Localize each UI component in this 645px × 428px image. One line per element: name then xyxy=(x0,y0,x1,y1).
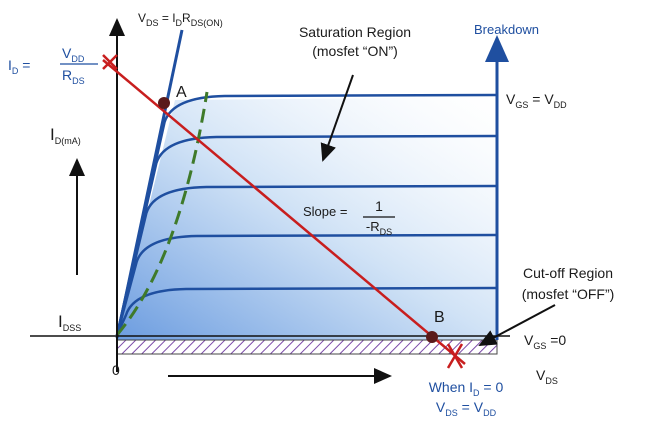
point-a xyxy=(158,97,170,109)
id-num: VDD xyxy=(62,45,85,64)
when-2: VDS = VDD xyxy=(436,399,497,418)
label-part: -R xyxy=(366,219,380,234)
label-part: R xyxy=(62,67,72,83)
label-part: V xyxy=(436,399,446,415)
label-part: V xyxy=(138,11,146,25)
label-part: DS xyxy=(380,227,393,237)
label-part: Saturation Region xyxy=(299,24,411,40)
region-fill xyxy=(117,97,497,340)
label-part: DD xyxy=(483,408,496,418)
label-part: DS(ON) xyxy=(191,18,223,28)
cross xyxy=(446,343,464,369)
label-part: Breakdown xyxy=(474,22,539,37)
label-part: GS xyxy=(533,341,546,351)
vgs-zero: VGS =0 xyxy=(524,332,566,351)
label-part: DSS xyxy=(63,323,82,333)
cross xyxy=(102,54,118,70)
label-part: V xyxy=(524,332,534,348)
label-part: A xyxy=(176,84,187,101)
label-part: Cut-off Region xyxy=(523,265,613,281)
characteristic-curve xyxy=(115,93,498,336)
load-line xyxy=(102,59,466,365)
label-part: DS xyxy=(146,18,159,28)
label-part: D(mA) xyxy=(55,136,81,146)
slope-den: -RDS xyxy=(366,219,392,237)
label-part: I xyxy=(50,125,55,144)
label-part: =0 xyxy=(546,332,566,348)
origin: 0 xyxy=(112,362,120,378)
characteristic-curve xyxy=(115,233,498,336)
label-part: DD xyxy=(554,100,567,110)
label-part: V xyxy=(506,91,516,107)
label-part: B xyxy=(434,309,445,326)
cutoff-arrow xyxy=(478,304,556,346)
id-left: ID = xyxy=(8,57,30,76)
label-part: = 0 xyxy=(480,379,504,395)
vgs-vdd: VGS = VDD xyxy=(506,91,567,110)
label-part: D xyxy=(12,66,19,76)
y-axis: ID(mA) xyxy=(50,125,81,146)
x-axis: VDS xyxy=(536,367,558,386)
label-part: When I xyxy=(429,379,473,395)
cutoff-2: (mosfet “OFF”) xyxy=(522,286,615,302)
label-part: 0 xyxy=(112,362,120,378)
label-part: DS xyxy=(445,408,458,418)
point-a: A xyxy=(176,84,187,101)
characteristic-curve xyxy=(115,184,498,336)
point-b: B xyxy=(434,309,445,326)
label-part: (mosfet “ON”) xyxy=(312,43,398,59)
label-part: R xyxy=(182,11,191,25)
label-part: D xyxy=(176,18,183,28)
saturation-1: Saturation Region xyxy=(299,24,411,40)
slope-num: 1 xyxy=(375,198,383,214)
label-part: I xyxy=(8,57,12,73)
label-part: = I xyxy=(159,11,176,25)
label-part: GS xyxy=(515,100,528,110)
when-1: When ID = 0 xyxy=(429,379,504,398)
cutoff-1: Cut-off Region xyxy=(523,265,613,281)
label-part: DS xyxy=(545,376,558,386)
point-b xyxy=(426,331,438,343)
label-part: DD xyxy=(71,54,84,64)
breakdown: Breakdown xyxy=(474,22,539,37)
sat-arrow xyxy=(320,74,354,162)
slope: Slope = xyxy=(303,204,347,219)
idss: IDSS xyxy=(58,312,81,333)
label-part: (mosfet “OFF”) xyxy=(522,286,615,302)
label-part: I xyxy=(58,312,63,331)
label-part: DS xyxy=(72,76,85,86)
pinch-off-curve xyxy=(115,91,209,336)
ohmic-formula: VDS = IDRDS(ON) xyxy=(138,11,223,28)
label-part: V xyxy=(536,367,546,383)
ohmic-line xyxy=(115,29,184,339)
characteristic-curve xyxy=(115,134,498,336)
id-den: RDS xyxy=(62,67,85,86)
saturation-2: (mosfet “ON”) xyxy=(312,43,398,59)
label-part: D xyxy=(473,388,480,398)
label-part: V xyxy=(62,45,72,61)
label-part: = xyxy=(18,57,30,73)
label-part: = V xyxy=(528,91,554,107)
label-part: 1 xyxy=(375,198,383,214)
label-part: = V xyxy=(458,399,484,415)
label-part: Slope = xyxy=(303,204,347,219)
